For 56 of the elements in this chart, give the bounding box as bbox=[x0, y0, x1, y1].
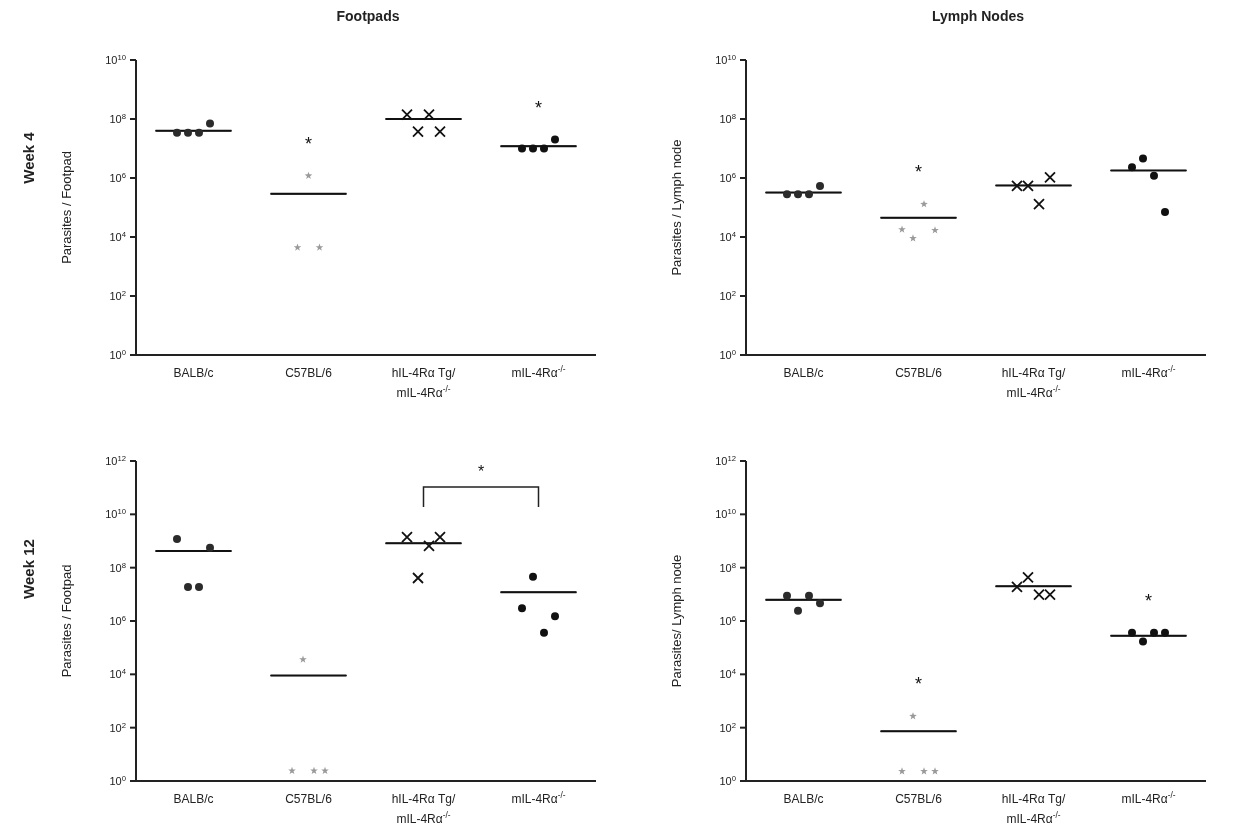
chart-title: Lymph Nodes bbox=[930, 8, 1025, 26]
y-tick-label: 10$^{0}$ bbox=[109, 347, 126, 361]
y-tick-label: 10$^{0}$ bbox=[719, 347, 736, 361]
chart-title: Footpads bbox=[335, 8, 401, 26]
y-tick-label: 10$^{6}$ bbox=[109, 613, 126, 627]
y-tick-label: 10$^{12}$ bbox=[715, 453, 736, 467]
y-axis-title: Parasites / Footpad bbox=[58, 564, 74, 678]
y-tick-label: 10$^{0}$ bbox=[719, 773, 736, 787]
x-tick-label: C57BL/6 bbox=[895, 366, 943, 380]
annotation: * bbox=[304, 133, 313, 154]
y-tick-label: 10$^{2}$ bbox=[109, 288, 126, 302]
x-tick-label: mIL-4Rα$^{-/-}$ bbox=[511, 364, 566, 380]
x-tick-label: mIL-4Rα$^{-/-}$ bbox=[1121, 364, 1176, 380]
y-tick-label: 10$^{10}$ bbox=[715, 506, 736, 521]
x-tick-label: C57BL/6 bbox=[285, 366, 333, 380]
annotation: * bbox=[1144, 590, 1153, 611]
y-tick-label: 10$^{12}$ bbox=[105, 453, 126, 467]
annotation: * bbox=[534, 97, 543, 118]
x-tick-label: hIL-4Rα Tg/ mIL-4Rα$^{-/-}$ bbox=[391, 792, 456, 826]
y-tick-label: 10$^{6}$ bbox=[719, 170, 736, 184]
y-tick-label: 10$^{10}$ bbox=[105, 52, 126, 66]
y-tick-label: 10$^{8}$ bbox=[109, 111, 126, 125]
x-tick-label: BALB/c bbox=[173, 366, 214, 380]
y-tick-label: 10$^{2}$ bbox=[719, 288, 736, 302]
x-tick-label: hIL-4Rα Tg/ mIL-4Rα$^{-/-}$ bbox=[391, 366, 456, 400]
text: Week 4 bbox=[19, 132, 37, 184]
x-tick-label: mIL-4Rα$^{-/-}$ bbox=[1121, 790, 1176, 806]
x-tick-label: BALB/c bbox=[173, 792, 214, 806]
y-tick-label: 10$^{10}$ bbox=[105, 506, 126, 521]
y-tick-label: 10$^{6}$ bbox=[109, 170, 126, 184]
y-tick-label: 10$^{4}$ bbox=[109, 666, 127, 681]
y-tick-label: 10$^{2}$ bbox=[719, 720, 736, 734]
annotation: * bbox=[477, 463, 485, 481]
text: Week 12 bbox=[19, 538, 37, 599]
x-tick-label: hIL-4Rα Tg/ mIL-4Rα$^{-/-}$ bbox=[1001, 792, 1066, 826]
x-tick-label: C57BL/6 bbox=[895, 792, 943, 806]
x-tick-label: hIL-4Rα Tg/ mIL-4Rα$^{-/-}$ bbox=[1001, 366, 1066, 400]
y-tick-label: 10$^{8}$ bbox=[719, 111, 736, 125]
y-axis-title: Parasites/ Lymph node bbox=[668, 554, 684, 688]
y-axis-title: Parasites / Footpad bbox=[58, 151, 74, 264]
annotation: * bbox=[914, 162, 923, 183]
y-tick-label: 10$^{2}$ bbox=[109, 720, 126, 734]
y-axis-title: Parasites / Lymph node bbox=[668, 139, 684, 276]
y-tick-label: 10$^{4}$ bbox=[719, 666, 737, 681]
x-tick-label: BALB/c bbox=[783, 366, 824, 380]
y-tick-label: 10$^{10}$ bbox=[715, 52, 736, 66]
y-tick-label: 10$^{4}$ bbox=[719, 229, 737, 243]
y-tick-label: 10$^{0}$ bbox=[109, 773, 126, 787]
y-tick-label: 10$^{8}$ bbox=[109, 560, 126, 574]
y-tick-label: 10$^{4}$ bbox=[109, 229, 127, 243]
y-tick-label: 10$^{6}$ bbox=[719, 613, 736, 627]
annotation: * bbox=[914, 674, 923, 695]
x-tick-label: mIL-4Rα$^{-/-}$ bbox=[511, 790, 566, 806]
x-tick-label: BALB/c bbox=[783, 792, 824, 806]
y-tick-label: 10$^{8}$ bbox=[719, 560, 736, 574]
x-tick-label: C57BL/6 bbox=[285, 792, 333, 806]
